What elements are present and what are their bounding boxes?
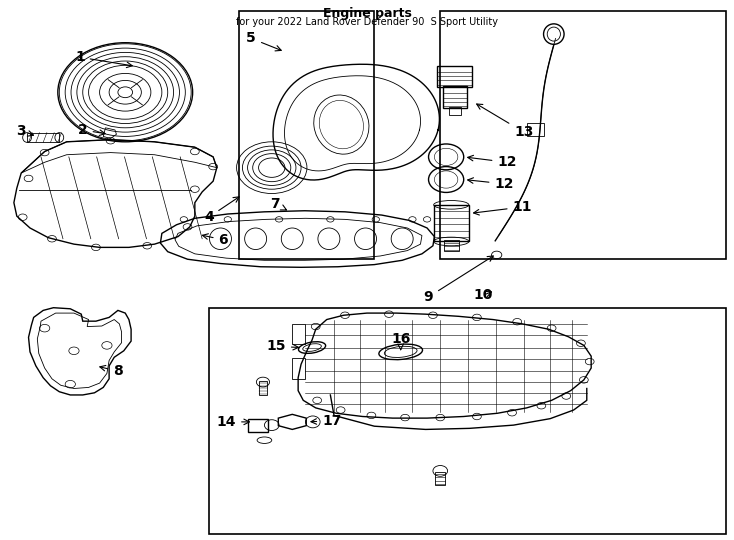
Bar	[449, 107, 461, 115]
Bar	[27, 133, 59, 143]
Bar	[258, 381, 267, 395]
Text: 9: 9	[424, 256, 493, 304]
Text: 13: 13	[476, 104, 534, 139]
Text: 6: 6	[203, 233, 228, 247]
Text: 3: 3	[15, 124, 34, 138]
Text: 16: 16	[391, 332, 410, 349]
Bar	[209, 308, 726, 534]
Text: 12: 12	[468, 156, 517, 169]
Bar	[444, 240, 459, 251]
Bar	[435, 472, 446, 485]
Text: 14: 14	[217, 415, 250, 429]
Text: 1: 1	[75, 50, 132, 68]
Text: 8: 8	[100, 364, 123, 378]
Bar	[434, 205, 469, 241]
Bar	[292, 324, 305, 345]
Text: Engine parts: Engine parts	[322, 7, 412, 20]
Text: 4: 4	[204, 197, 239, 224]
Bar	[239, 11, 374, 259]
Text: 15: 15	[266, 340, 299, 354]
Bar	[440, 11, 726, 259]
Bar	[247, 418, 268, 431]
Bar	[437, 66, 473, 87]
Text: 2: 2	[78, 123, 105, 137]
Bar	[527, 124, 545, 137]
Text: 10: 10	[473, 288, 493, 302]
Text: 11: 11	[473, 200, 532, 215]
Bar	[443, 86, 467, 109]
Bar	[292, 359, 305, 379]
Text: 12: 12	[468, 177, 514, 191]
Text: 17: 17	[311, 414, 341, 428]
Text: for your 2022 Land Rover Defender 90  S Sport Utility: for your 2022 Land Rover Defender 90 S S…	[236, 17, 498, 27]
Text: 7: 7	[271, 197, 286, 211]
Text: 5: 5	[247, 31, 281, 51]
